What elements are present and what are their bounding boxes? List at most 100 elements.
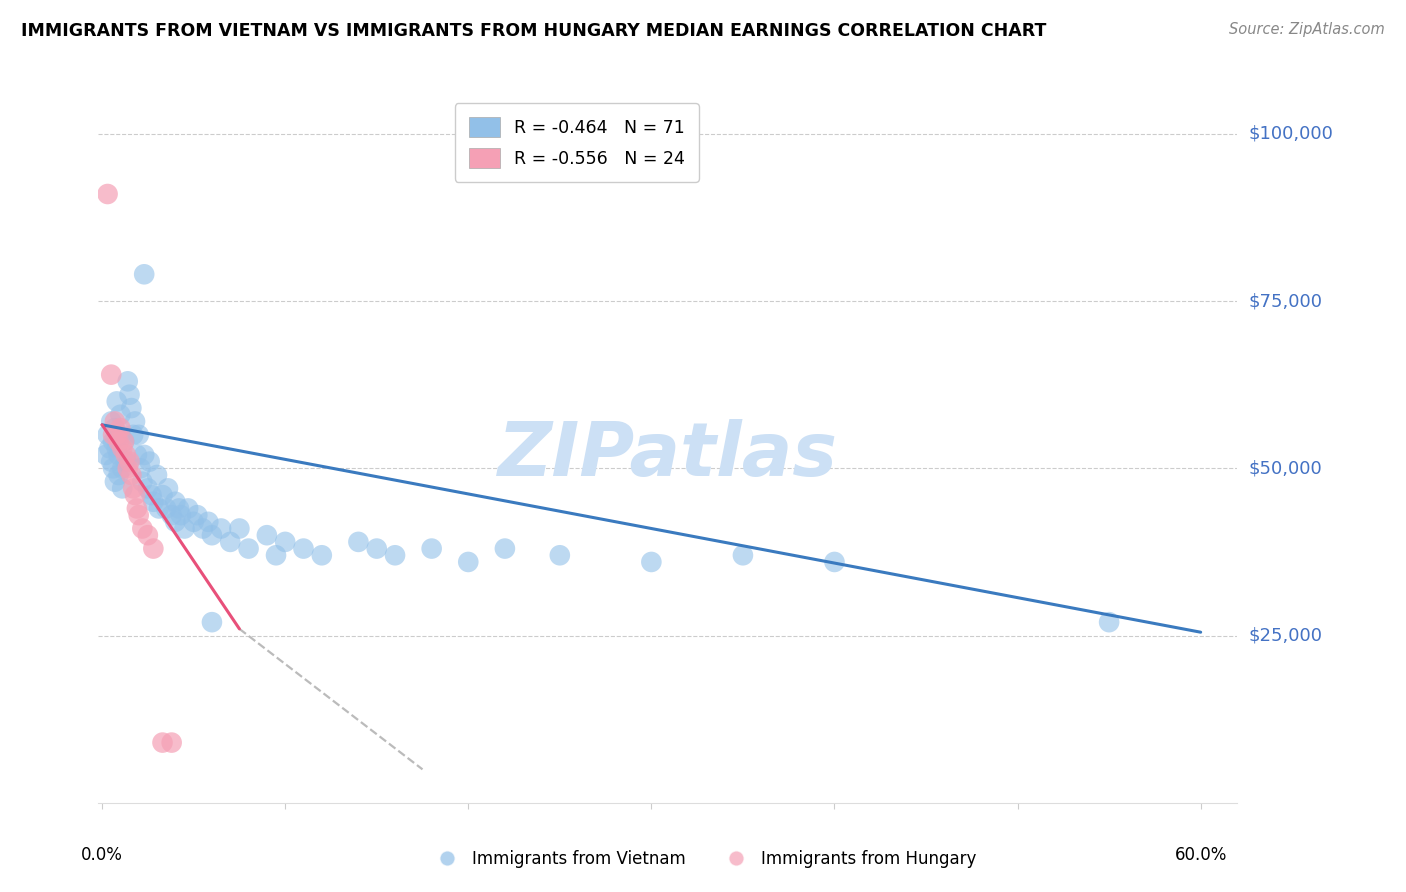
Point bbox=[101, 461, 124, 475]
Point bbox=[167, 501, 190, 516]
Text: $25,000: $25,000 bbox=[1249, 626, 1323, 645]
Point bbox=[731, 548, 754, 563]
Legend: R = -0.464   N = 71, R = -0.556   N = 24: R = -0.464 N = 71, R = -0.556 N = 24 bbox=[456, 103, 699, 182]
Point bbox=[101, 434, 124, 449]
Text: 0.0%: 0.0% bbox=[82, 847, 122, 864]
Point bbox=[146, 467, 169, 482]
Point bbox=[104, 475, 127, 489]
Point bbox=[120, 467, 142, 482]
Point bbox=[117, 461, 139, 475]
Point bbox=[384, 548, 406, 563]
Point bbox=[152, 488, 174, 502]
Point bbox=[111, 461, 134, 475]
Point bbox=[107, 467, 129, 482]
Text: ZIPatlas: ZIPatlas bbox=[498, 419, 838, 492]
Point bbox=[197, 515, 219, 529]
Text: Source: ZipAtlas.com: Source: ZipAtlas.com bbox=[1229, 22, 1385, 37]
Point bbox=[274, 534, 297, 549]
Text: $100,000: $100,000 bbox=[1249, 125, 1333, 143]
Legend: Immigrants from Vietnam, Immigrants from Hungary: Immigrants from Vietnam, Immigrants from… bbox=[423, 844, 983, 875]
Point bbox=[110, 421, 132, 435]
Point bbox=[112, 434, 135, 449]
Point bbox=[186, 508, 208, 523]
Point bbox=[141, 488, 163, 502]
Point bbox=[264, 548, 287, 563]
Point bbox=[107, 434, 129, 449]
Point bbox=[640, 555, 662, 569]
Point bbox=[420, 541, 443, 556]
Point bbox=[104, 421, 127, 435]
Point bbox=[131, 475, 153, 489]
Point bbox=[100, 368, 122, 382]
Point bbox=[118, 454, 141, 469]
Point bbox=[105, 441, 128, 455]
Point bbox=[201, 528, 224, 542]
Point bbox=[104, 414, 127, 428]
Point bbox=[100, 454, 122, 469]
Point bbox=[228, 521, 250, 535]
Point bbox=[292, 541, 315, 556]
Point bbox=[134, 448, 156, 462]
Point bbox=[156, 482, 179, 496]
Point bbox=[101, 427, 124, 442]
Point bbox=[131, 521, 153, 535]
Point bbox=[256, 528, 278, 542]
Point bbox=[173, 521, 195, 535]
Point bbox=[136, 528, 159, 542]
Point bbox=[494, 541, 516, 556]
Point bbox=[219, 534, 242, 549]
Point bbox=[124, 488, 146, 502]
Point bbox=[128, 427, 150, 442]
Point bbox=[824, 555, 846, 569]
Point bbox=[125, 448, 148, 462]
Point bbox=[311, 548, 333, 563]
Point bbox=[129, 461, 152, 475]
Point bbox=[111, 482, 134, 496]
Point bbox=[134, 268, 156, 282]
Point bbox=[115, 448, 138, 462]
Point bbox=[122, 482, 145, 496]
Point bbox=[107, 448, 129, 462]
Point bbox=[1098, 615, 1121, 630]
Point bbox=[122, 427, 145, 442]
Point bbox=[142, 541, 165, 556]
Point bbox=[183, 515, 205, 529]
Point bbox=[142, 494, 165, 508]
Point bbox=[112, 434, 135, 449]
Point bbox=[97, 427, 120, 442]
Point bbox=[152, 735, 174, 749]
Point bbox=[177, 501, 200, 516]
Point bbox=[148, 501, 170, 516]
Point bbox=[94, 448, 117, 462]
Point bbox=[97, 187, 120, 202]
Point bbox=[170, 508, 193, 523]
Point bbox=[238, 541, 260, 556]
Point bbox=[115, 454, 138, 469]
Point bbox=[155, 501, 177, 516]
Point bbox=[347, 534, 370, 549]
Point bbox=[160, 735, 183, 749]
Point bbox=[105, 427, 128, 442]
Point bbox=[120, 401, 142, 416]
Point bbox=[117, 375, 139, 389]
Point bbox=[105, 394, 128, 409]
Point bbox=[548, 548, 571, 563]
Text: 60.0%: 60.0% bbox=[1174, 847, 1227, 864]
Point bbox=[136, 482, 159, 496]
Point bbox=[98, 441, 121, 455]
Point bbox=[118, 387, 141, 401]
Point bbox=[366, 541, 388, 556]
Text: $75,000: $75,000 bbox=[1249, 292, 1323, 310]
Point bbox=[160, 508, 183, 523]
Point bbox=[165, 494, 187, 508]
Text: $50,000: $50,000 bbox=[1249, 459, 1322, 477]
Point bbox=[111, 441, 134, 455]
Point bbox=[457, 555, 479, 569]
Point bbox=[138, 454, 160, 469]
Point bbox=[110, 427, 132, 442]
Point bbox=[124, 414, 146, 428]
Point bbox=[201, 615, 224, 630]
Point bbox=[100, 414, 122, 428]
Point bbox=[165, 515, 187, 529]
Point bbox=[128, 508, 150, 523]
